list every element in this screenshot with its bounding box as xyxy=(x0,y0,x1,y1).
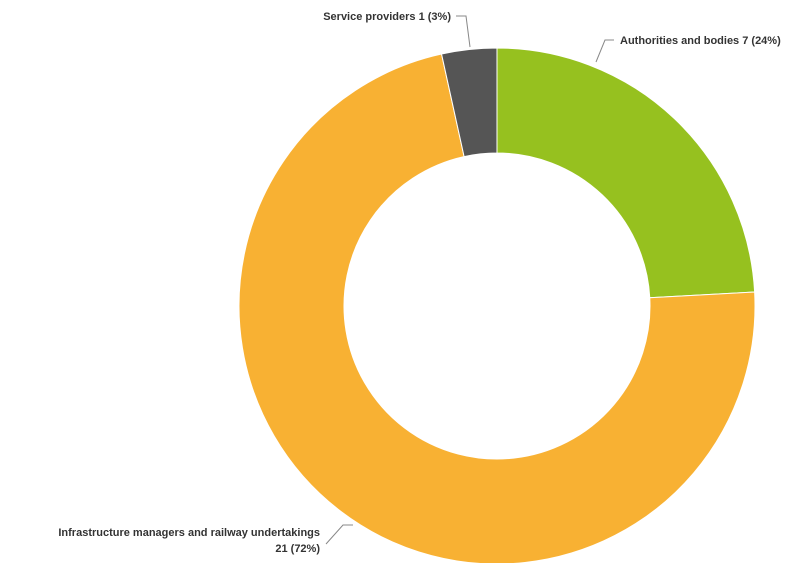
leader-line-service-providers xyxy=(456,15,471,48)
slice-value-infrastructure[interactable]: 21 (72%) xyxy=(275,543,320,555)
leader-line-infrastructure xyxy=(325,524,353,545)
slice-label-service-providers[interactable]: Service providers 1 (3%) xyxy=(323,11,451,23)
slice-authorities-and-bodies[interactable] xyxy=(496,47,756,299)
leader-line-authorities xyxy=(595,39,614,63)
slice-label-infrastructure[interactable]: Infrastructure managers and railway unde… xyxy=(58,527,320,539)
slice-infrastructure-managers-and-railway-undertakings[interactable] xyxy=(238,53,756,563)
slice-label-authorities[interactable]: Authorities and bodies 7 (24%) xyxy=(620,35,781,47)
slice-service-providers[interactable] xyxy=(440,47,498,158)
donut-slices xyxy=(238,47,756,563)
